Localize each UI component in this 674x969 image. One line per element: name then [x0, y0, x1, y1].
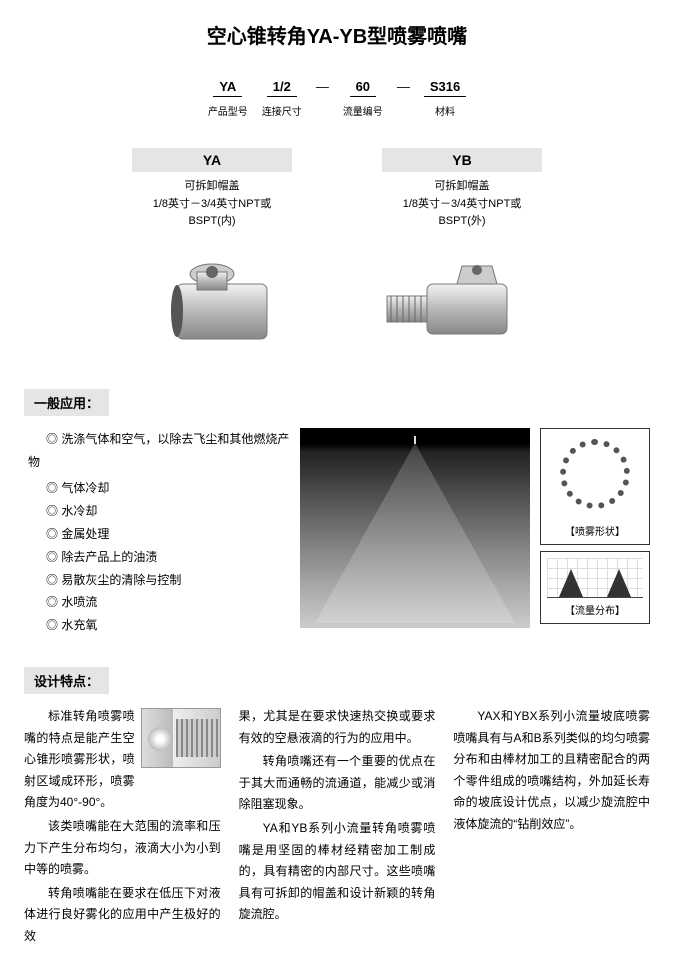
app-item: 水充氧 [46, 614, 290, 637]
variant-yb-desc: 可拆卸帽盖 1/8英寸－3/4英寸NPT或 BSPT(外) [382, 178, 542, 231]
app-item: 金属处理 [46, 523, 290, 546]
design-p: 转角喷嘴还有一个重要的优点在于其大而通畅的流通道，能减少或消除阻塞现象。 [239, 751, 436, 816]
spec-conn-label: 连接尺寸 [262, 103, 302, 118]
spec-material: S316 材料 [424, 79, 466, 118]
variant-row: YA 可拆卸帽盖 1/8英寸－3/4英寸NPT或 BSPT(内) YB 可拆卸帽… [24, 148, 650, 231]
app-item: 水冷却 [46, 500, 290, 523]
product-images-row [24, 249, 650, 359]
app-intro: ◎ 洗涤气体和空气，以除去飞尘和其他燃烧产物 [28, 428, 290, 474]
design-p: 该类喷嘴能在大范围的流率和压力下产生分布均匀，液滴大小为小到中等的喷雾。 [24, 816, 221, 881]
design-p: YA和YB系列小流量转角喷雾喷嘴是用坚固的棒材经精密加工制成的，具有精密的内部尺… [239, 818, 436, 926]
variant-ya-name: YA [132, 148, 292, 172]
spec-material-value: S316 [424, 79, 466, 97]
design-col-1: 标准转角喷雾喷嘴的特点是能产生空心锥形喷雾形状，喷射区域成环形，喷雾角度为40°… [24, 706, 221, 950]
spray-shape-label: 【喷雾形状】 [547, 523, 643, 538]
design-p: 果，尤其是在要求快速热交换或要求有效的空悬液滴的行为的应用中。 [239, 706, 436, 749]
pattern-box: 【喷雾形状】 【流量分布】 [540, 428, 650, 637]
applications-list: ◎ 洗涤气体和空气，以除去飞尘和其他燃烧产物 气体冷却 水冷却 金属处理 除去产… [24, 428, 290, 637]
variant-ya-desc: 可拆卸帽盖 1/8英寸－3/4英寸NPT或 BSPT(内) [132, 178, 292, 231]
app-item: 气体冷却 [46, 477, 290, 500]
spec-model-label: 产品型号 [208, 103, 248, 118]
spec-conn: 1/2 连接尺寸 [262, 79, 302, 118]
design-col-3: YAX和YBX系列小流量坡底喷雾喷嘴具有与A和B系列类似的均匀喷雾分布和由棒材加… [453, 706, 650, 950]
variant-yb-line3: BSPT(外) [382, 213, 542, 231]
spec-flow-label: 流量编号 [343, 103, 383, 118]
spec-code-row: YA 产品型号 1/2 连接尺寸 — 60 流量编号 — S316 材料 [24, 79, 650, 118]
spray-shape-diagram: 【喷雾形状】 [540, 428, 650, 545]
variant-ya-line3: BSPT(内) [132, 213, 292, 231]
cutaway-diagram [141, 708, 221, 768]
design-col-2: 果，尤其是在要求快速热交换或要求有效的空悬液滴的行为的应用中。 转角喷嘴还有一个… [239, 706, 436, 950]
variant-yb-line1: 可拆卸帽盖 [382, 178, 542, 196]
spec-flow: 60 流量编号 [343, 79, 383, 118]
flow-dist-label: 【流量分布】 [547, 602, 643, 617]
flow-dist-diagram: 【流量分布】 [540, 551, 650, 624]
applications-section: ◎ 洗涤气体和空气，以除去飞尘和其他燃烧产物 气体冷却 水冷却 金属处理 除去产… [24, 428, 650, 637]
spec-sep-1: — [316, 79, 329, 94]
design-p: YAX和YBX系列小流量坡底喷雾喷嘴具有与A和B系列类似的均匀喷雾分布和由棒材加… [453, 706, 650, 836]
app-item: 除去产品上的油渍 [46, 546, 290, 569]
spec-flow-value: 60 [350, 79, 376, 97]
variant-yb-line2: 1/8英寸－3/4英寸NPT或 [382, 196, 542, 214]
page-title: 空心锥转角YA-YB型喷雾喷嘴 [24, 20, 650, 49]
variant-ya-line2: 1/8英寸－3/4英寸NPT或 [132, 196, 292, 214]
spray-photo [300, 428, 530, 628]
spec-model-value: YA [213, 79, 242, 97]
spec-sep-2: — [397, 79, 410, 94]
spec-material-label: 材料 [424, 103, 466, 118]
spec-conn-value: 1/2 [267, 79, 297, 97]
design-columns: 标准转角喷雾喷嘴的特点是能产生空心锥形喷雾形状，喷射区域成环形，喷雾角度为40°… [24, 706, 650, 950]
variant-ya-line1: 可拆卸帽盖 [132, 178, 292, 196]
app-item: 水喷流 [46, 591, 290, 614]
variant-yb-name: YB [382, 148, 542, 172]
spec-model: YA 产品型号 [208, 79, 248, 118]
nozzle-yb-image [377, 249, 527, 359]
nozzle-ya-image [147, 249, 297, 359]
variant-yb: YB 可拆卸帽盖 1/8英寸－3/4英寸NPT或 BSPT(外) [382, 148, 542, 231]
design-p: 转角喷嘴能在要求在低压下对液体进行良好雾化的应用中产生极好的效 [24, 883, 221, 948]
design-section: 设计特点： 标准转角喷雾喷嘴的特点是能产生空心锥形喷雾形状，喷射区域成环形，喷雾… [24, 667, 650, 950]
variant-ya: YA 可拆卸帽盖 1/8英寸－3/4英寸NPT或 BSPT(内) [132, 148, 292, 231]
applications-header: 一般应用： [24, 389, 109, 416]
design-header: 设计特点： [24, 667, 109, 694]
app-item: 易散灰尘的清除与控制 [46, 569, 290, 592]
